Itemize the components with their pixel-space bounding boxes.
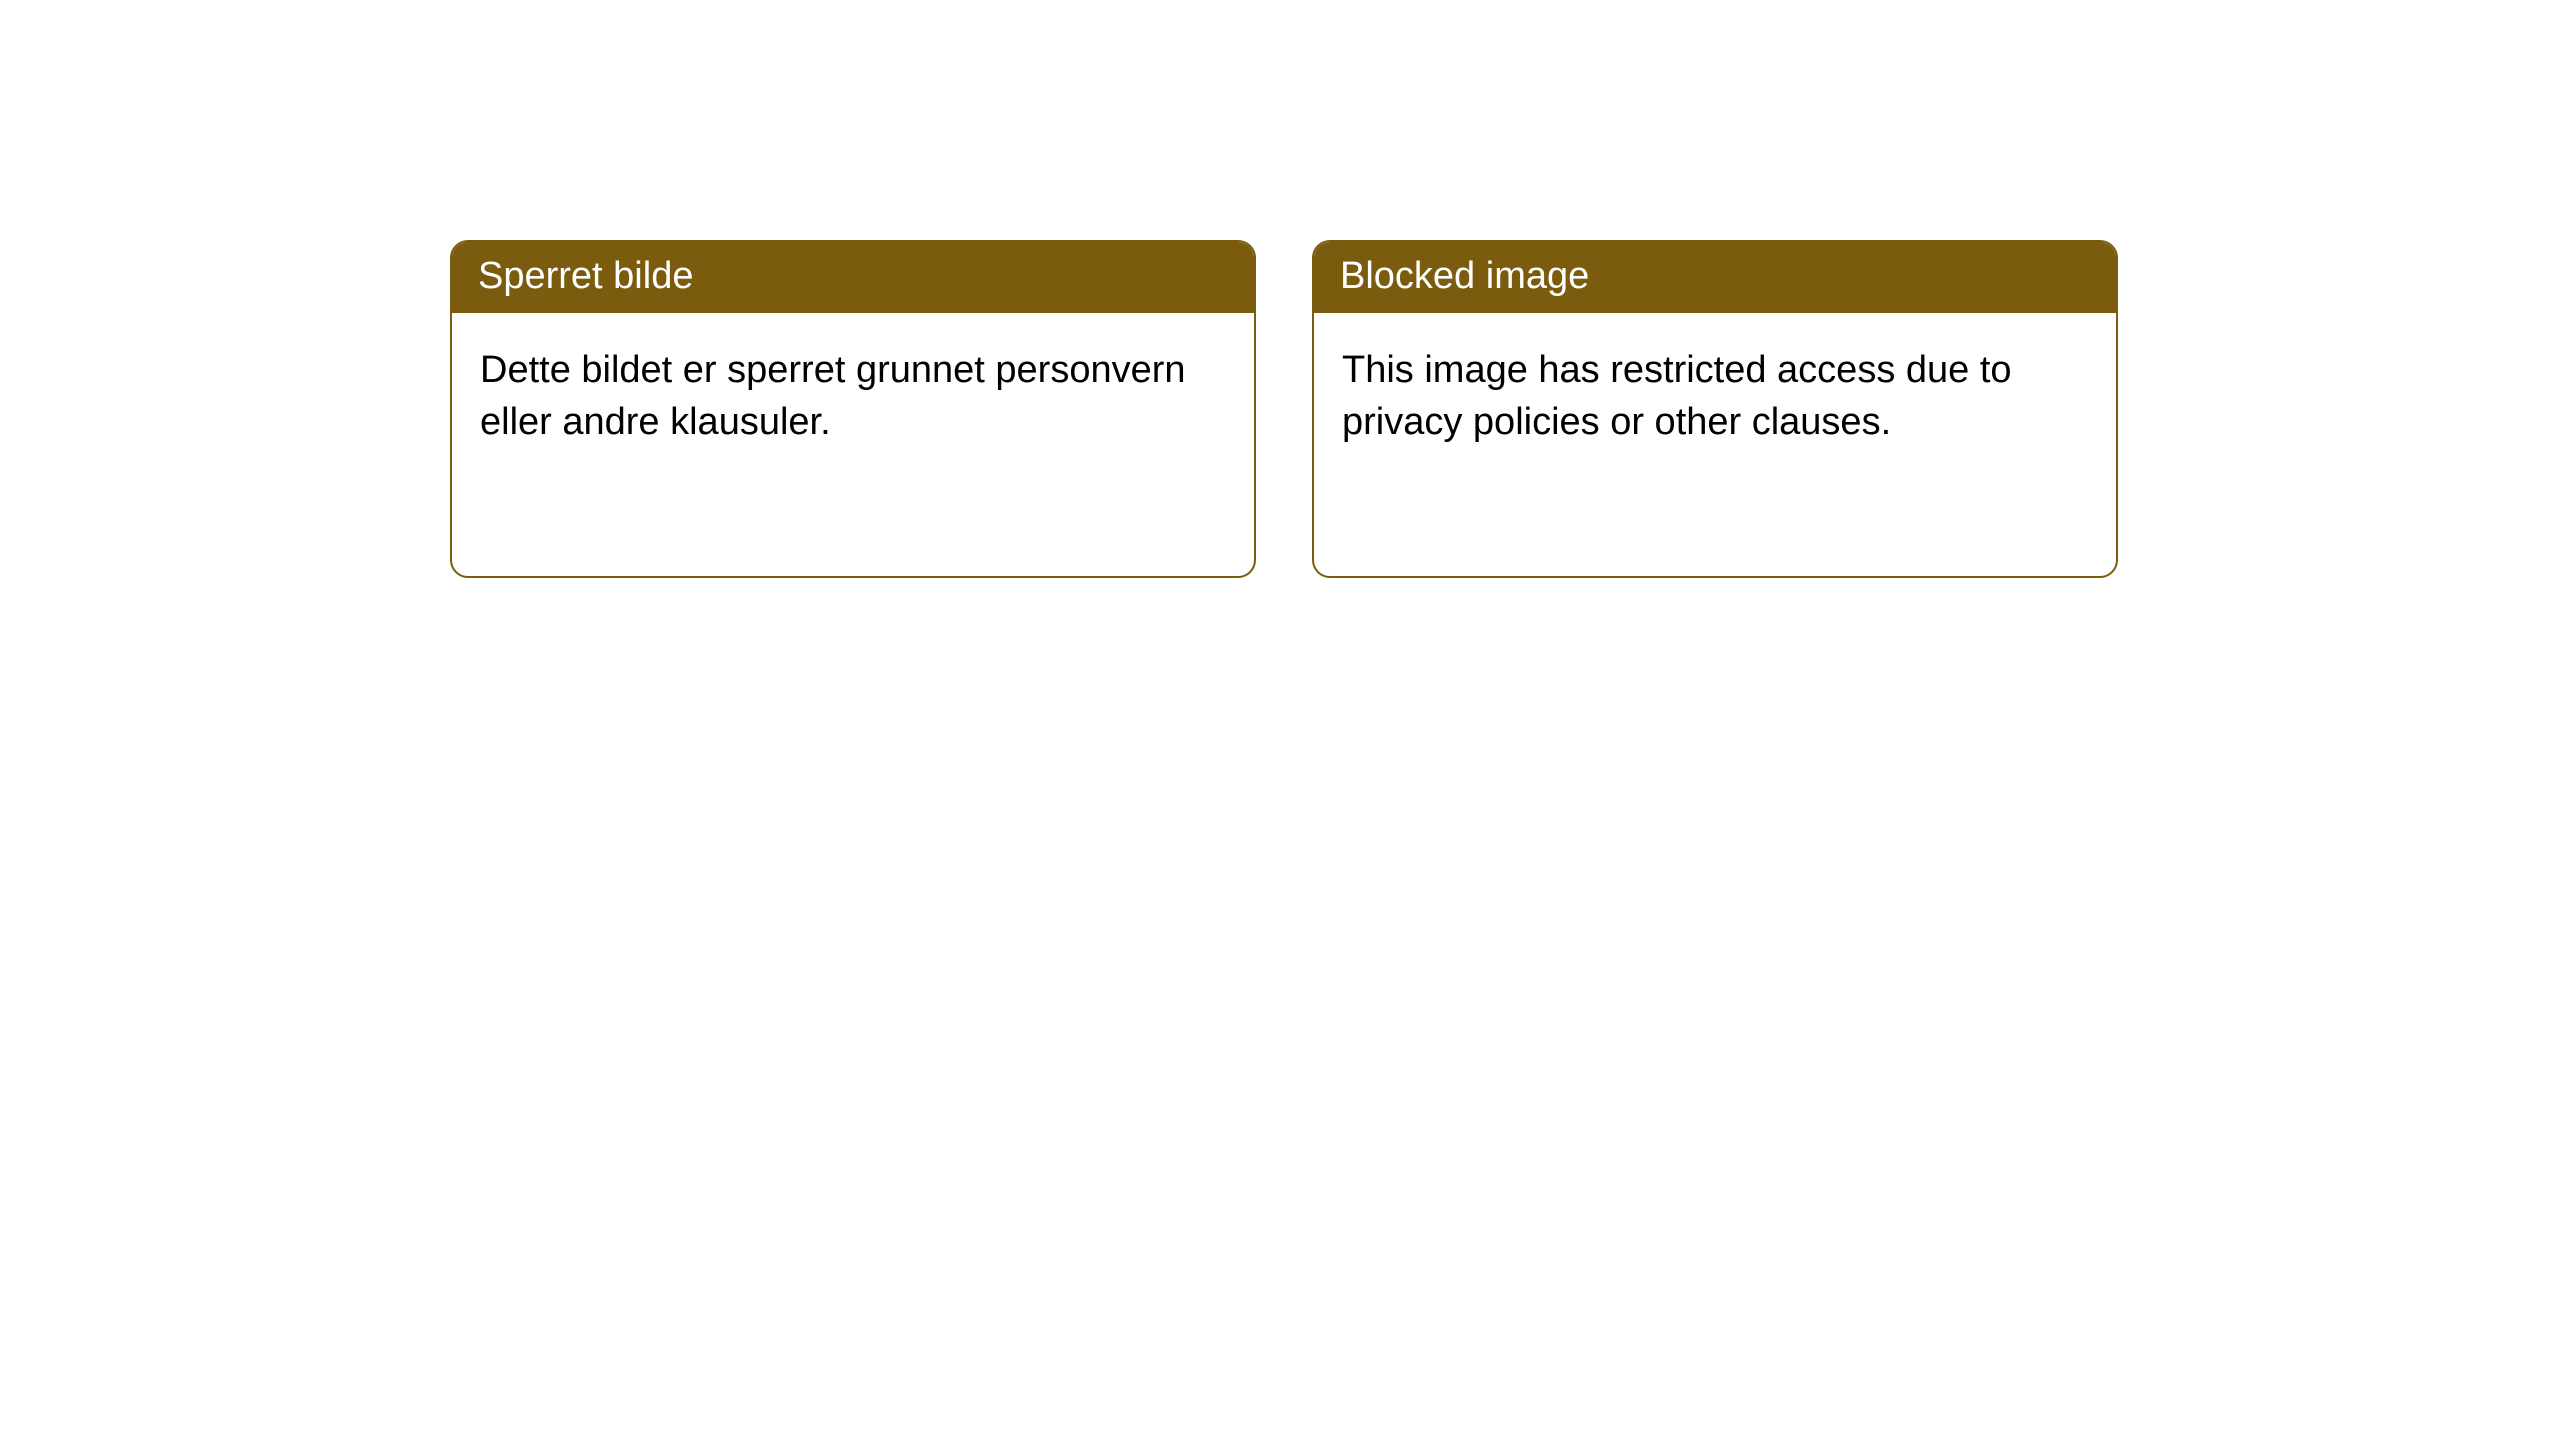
notice-container: Sperret bilde Dette bildet er sperret gr…: [0, 0, 2560, 578]
card-header-no: Sperret bilde: [452, 242, 1254, 313]
card-body-en: This image has restricted access due to …: [1314, 313, 2116, 480]
blocked-image-card-no: Sperret bilde Dette bildet er sperret gr…: [450, 240, 1256, 578]
card-header-en: Blocked image: [1314, 242, 2116, 313]
blocked-image-card-en: Blocked image This image has restricted …: [1312, 240, 2118, 578]
card-body-no: Dette bildet er sperret grunnet personve…: [452, 313, 1254, 480]
